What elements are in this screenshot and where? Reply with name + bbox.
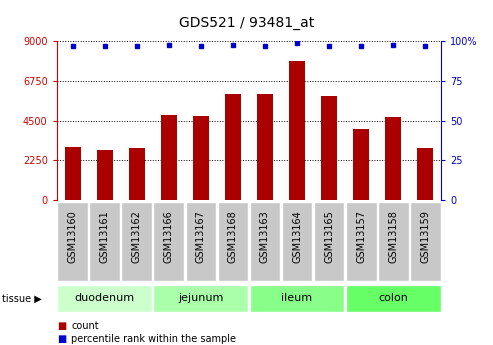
FancyBboxPatch shape bbox=[249, 202, 281, 281]
Text: GSM13162: GSM13162 bbox=[132, 210, 142, 263]
Bar bbox=[257, 94, 273, 200]
Bar bbox=[289, 61, 305, 200]
Text: ileum: ileum bbox=[282, 294, 313, 303]
FancyBboxPatch shape bbox=[314, 202, 345, 281]
Text: percentile rank within the sample: percentile rank within the sample bbox=[71, 334, 237, 344]
FancyBboxPatch shape bbox=[153, 285, 248, 313]
Bar bbox=[225, 94, 241, 200]
Text: ■: ■ bbox=[57, 334, 66, 344]
Text: count: count bbox=[71, 321, 99, 331]
Bar bbox=[193, 116, 209, 200]
Bar bbox=[129, 148, 145, 200]
FancyBboxPatch shape bbox=[57, 202, 88, 281]
Text: GSM13164: GSM13164 bbox=[292, 210, 302, 263]
FancyBboxPatch shape bbox=[410, 202, 441, 281]
Text: GSM13166: GSM13166 bbox=[164, 210, 174, 263]
Bar bbox=[385, 117, 401, 200]
FancyBboxPatch shape bbox=[282, 202, 313, 281]
Text: duodenum: duodenum bbox=[75, 294, 135, 303]
Text: GSM13163: GSM13163 bbox=[260, 210, 270, 263]
Text: GSM13161: GSM13161 bbox=[100, 210, 110, 263]
FancyBboxPatch shape bbox=[57, 285, 152, 313]
Bar bbox=[321, 96, 337, 200]
FancyBboxPatch shape bbox=[217, 202, 248, 281]
Text: jejunum: jejunum bbox=[178, 294, 224, 303]
Text: GSM13157: GSM13157 bbox=[356, 210, 366, 263]
Text: colon: colon bbox=[378, 294, 408, 303]
FancyBboxPatch shape bbox=[121, 202, 152, 281]
FancyBboxPatch shape bbox=[378, 202, 409, 281]
FancyBboxPatch shape bbox=[89, 202, 120, 281]
Text: GSM13160: GSM13160 bbox=[68, 210, 78, 263]
Text: ■: ■ bbox=[57, 321, 66, 331]
Text: GDS521 / 93481_at: GDS521 / 93481_at bbox=[179, 16, 314, 30]
FancyBboxPatch shape bbox=[185, 202, 216, 281]
Text: GSM13165: GSM13165 bbox=[324, 210, 334, 263]
Text: GSM13168: GSM13168 bbox=[228, 210, 238, 263]
FancyBboxPatch shape bbox=[346, 285, 441, 313]
Bar bbox=[353, 129, 369, 200]
Text: GSM13167: GSM13167 bbox=[196, 210, 206, 263]
Text: tissue ▶: tissue ▶ bbox=[2, 294, 42, 303]
Bar bbox=[417, 148, 433, 200]
Bar bbox=[161, 116, 177, 200]
Text: GSM13159: GSM13159 bbox=[420, 210, 430, 263]
Bar bbox=[65, 147, 81, 200]
Text: GSM13158: GSM13158 bbox=[388, 210, 398, 263]
Bar bbox=[97, 150, 113, 200]
FancyBboxPatch shape bbox=[153, 202, 184, 281]
FancyBboxPatch shape bbox=[346, 202, 377, 281]
FancyBboxPatch shape bbox=[249, 285, 345, 313]
